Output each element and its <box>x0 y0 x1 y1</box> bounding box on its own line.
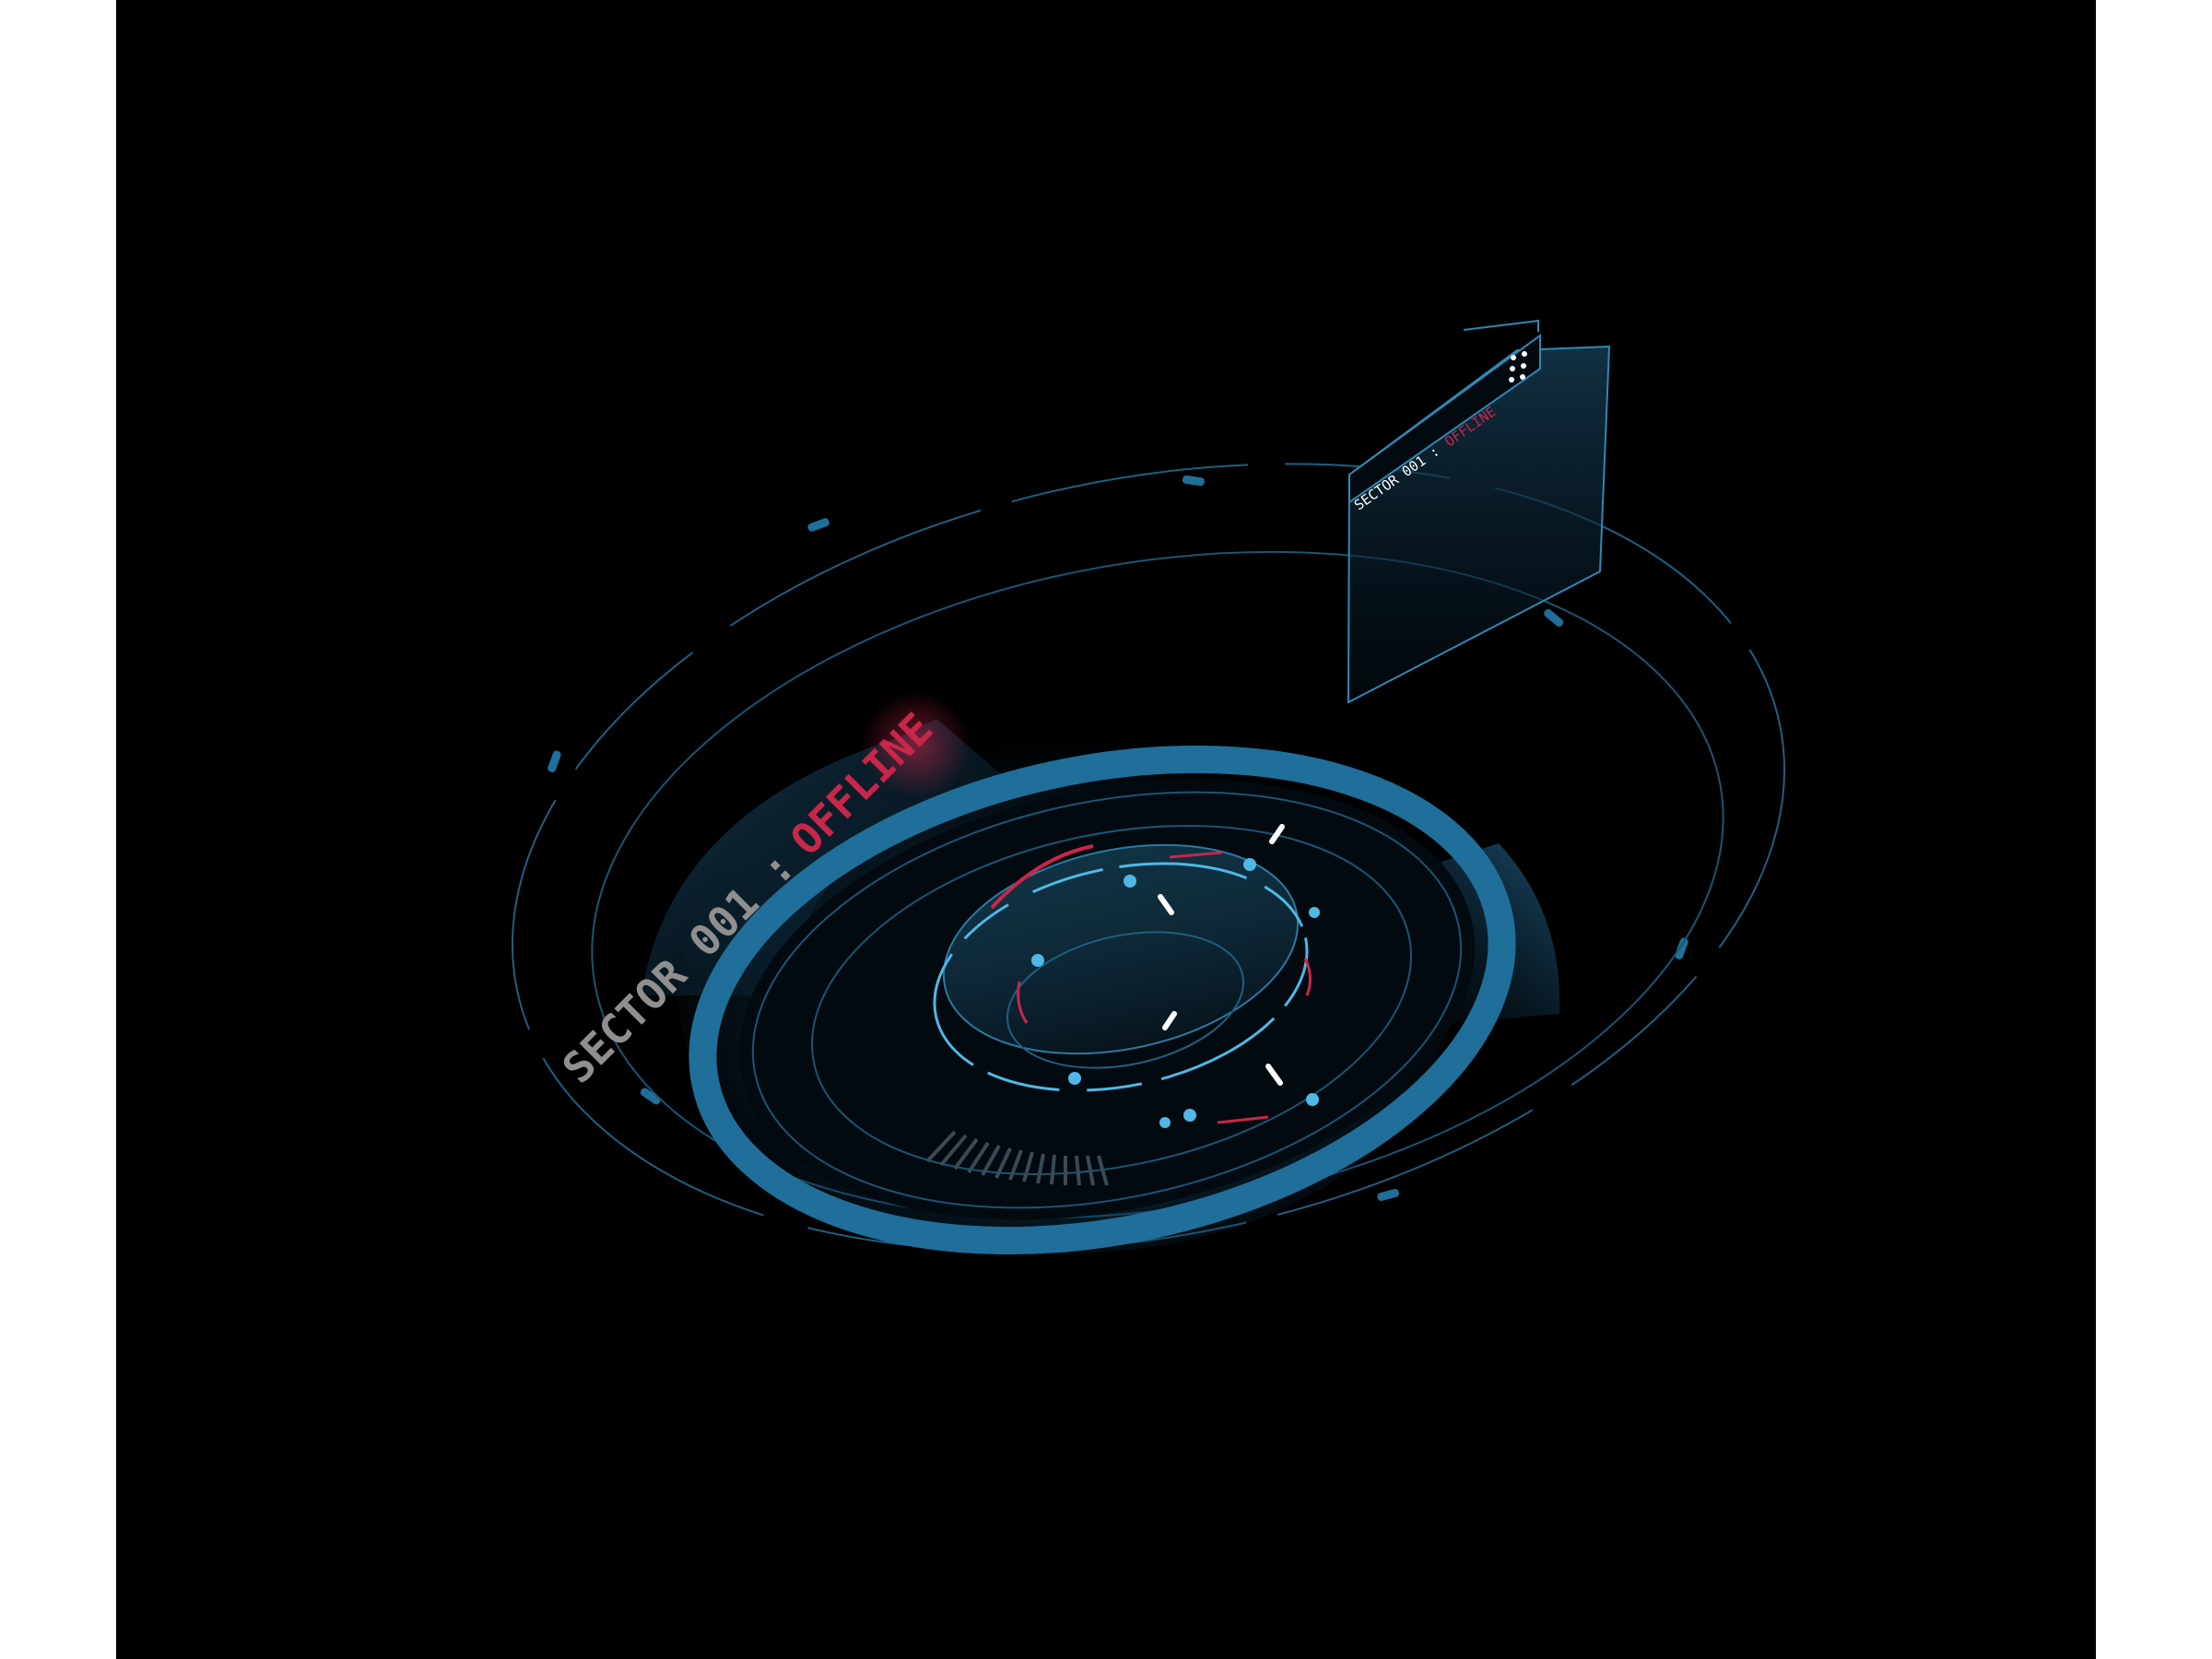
panel-header <box>1348 334 1541 504</box>
inner-ring-2 <box>811 825 1412 1175</box>
central-hub <box>933 824 1320 1128</box>
main-ring <box>688 745 1516 1255</box>
panel-frame-edge <box>1463 319 1539 332</box>
inner-ring-1 <box>751 791 1463 1209</box>
hatch-marks <box>925 1130 1109 1186</box>
dots-grid-icon[interactable] <box>1509 351 1527 382</box>
hub-ticks <box>1158 824 1285 1086</box>
outer-ring-markers <box>547 475 1688 1242</box>
offline-glow <box>861 691 971 798</box>
hub-dots <box>1031 858 1320 1128</box>
hud-canvas: SECTOR 001 : OFFLINE SECTOR 001 : OFFLIN… <box>116 0 2096 1659</box>
floating-panel[interactable]: SECTOR 001 : OFFLINE <box>1347 319 1611 704</box>
hud-scene: SECTOR 001 : OFFLINE SECTOR 001 : OFFLIN… <box>512 319 1785 1255</box>
